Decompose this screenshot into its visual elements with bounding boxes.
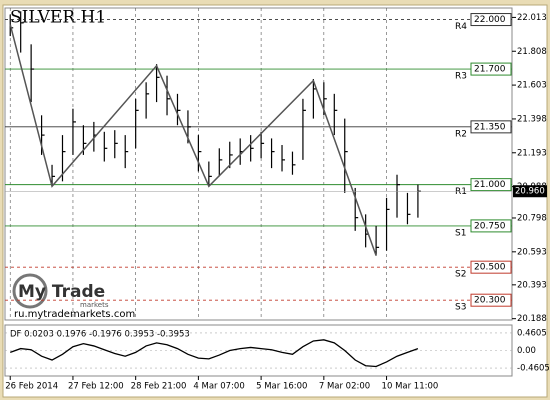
level-name: R2 [455, 129, 467, 139]
y-tick-label: 20.593 [517, 247, 547, 257]
level-label: 20.750 [474, 221, 506, 231]
level-label: 21.700 [474, 65, 506, 75]
indicator-tick-label: 0.00 [517, 346, 536, 356]
zigzag-line [9, 24, 377, 256]
x-tick-label: 5 Mar 16:00 [256, 382, 307, 392]
indicator-label: DF 0.0203 0.1976 -0.1976 0.3953 -0.3953 [10, 330, 190, 340]
y-tick-label: 20.393 [517, 280, 547, 290]
logo-url: ru.mytrademarkets.com [14, 309, 135, 320]
level-label: 22.000 [474, 15, 506, 25]
x-tick-label: 4 Mar 07:00 [193, 382, 244, 392]
x-tick-label: 28 Feb 21:00 [131, 382, 187, 392]
y-tick-label: 21.603 [517, 81, 547, 91]
level-name: S3 [455, 303, 466, 313]
level-box [470, 219, 512, 233]
level-box [470, 62, 512, 76]
x-tick-label: 10 Mar 11:00 [382, 382, 439, 392]
x-tick-label: 27 Feb 12:00 [68, 382, 124, 392]
level-box [470, 178, 512, 192]
y-tick-label: 20.188 [517, 314, 547, 324]
indicator-line [10, 339, 419, 368]
y-tick-label: 21.808 [517, 47, 547, 57]
y-tick-label: 20.798 [517, 213, 547, 223]
y-tick-label: 22.013 [517, 13, 547, 23]
indicator-tick-label: 0.4605 [517, 328, 547, 338]
logo-ring [12, 273, 48, 309]
chart-title: SILVER H1 [10, 8, 106, 28]
level-name: R3 [455, 72, 467, 82]
level-label: 20.300 [474, 296, 506, 306]
level-box [470, 13, 512, 27]
level-name: R4 [455, 22, 467, 32]
y-tick-label: 21.193 [517, 148, 547, 158]
indicator-tick-label: -0.4605 [517, 364, 550, 374]
level-name: S2 [455, 270, 466, 280]
logo-brand: My Trade [18, 282, 105, 302]
current-price-label: 20.960 [515, 187, 545, 197]
main-panel [4, 7, 513, 321]
level-box [470, 120, 512, 134]
level-name: R1 [455, 187, 467, 197]
level-name: S1 [455, 228, 466, 238]
x-tick-label: 7 Mar 02:00 [319, 382, 370, 392]
current-price-box [513, 185, 547, 198]
logo: My Trade markets ru.mytrademarkets.com [8, 268, 135, 320]
level-label: 21.000 [474, 180, 506, 190]
level-label: 21.350 [474, 122, 506, 132]
y-tick-label: 21.398 [517, 114, 547, 124]
logo-sub: markets [80, 301, 109, 309]
frame [2, 4, 548, 398]
x-tick-label: 26 Feb 2014 [5, 382, 58, 392]
level-box [470, 293, 512, 307]
level-box [470, 260, 512, 274]
level-label: 20.500 [474, 263, 506, 273]
